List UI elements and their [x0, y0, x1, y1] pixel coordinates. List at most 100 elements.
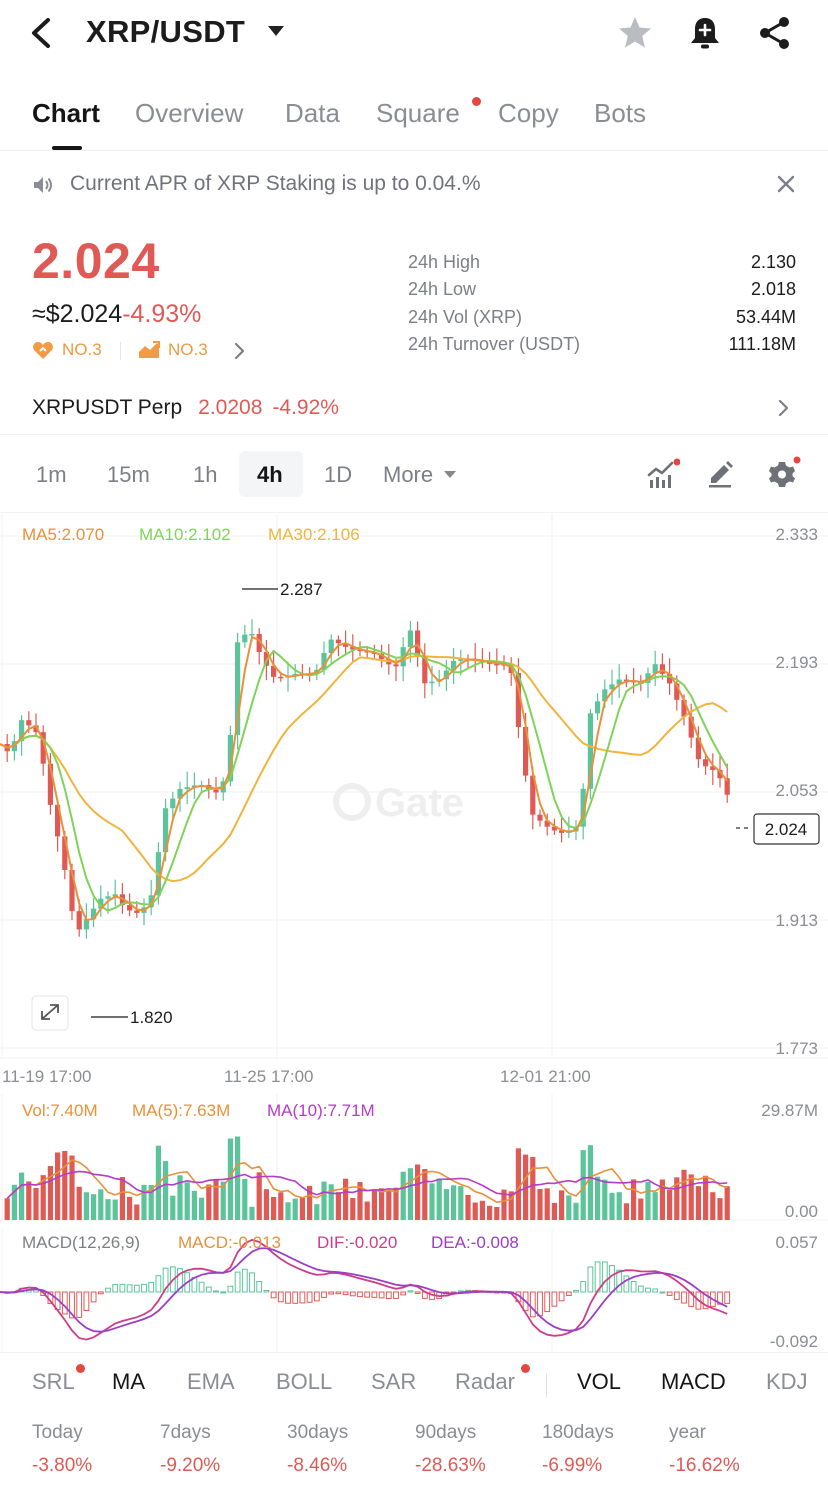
notification-dot	[76, 1364, 85, 1373]
volume-bar	[566, 1195, 572, 1220]
indicator-vol[interactable]: VOL	[577, 1369, 622, 1394]
volume-bar	[299, 1198, 305, 1220]
price-alert-bell-icon[interactable]	[686, 14, 724, 52]
volume-bar	[422, 1168, 428, 1220]
draw-pencil-icon[interactable]	[706, 458, 736, 488]
favorite-star-icon[interactable]	[616, 14, 654, 52]
macd-histogram	[4, 1261, 731, 1319]
high-label: 2.287	[280, 580, 323, 599]
candlestick-chart[interactable]: Gate MA5:2.070 MA10:2.102 MA30:2.106 2.3…	[0, 514, 828, 1094]
candle-body	[98, 898, 104, 909]
chevron-right-icon[interactable]	[232, 342, 246, 360]
macd-bar	[645, 1287, 651, 1293]
volume-bar	[508, 1191, 514, 1220]
volume-bar	[472, 1202, 478, 1220]
macd-bar	[126, 1284, 133, 1293]
volume-bar	[307, 1185, 313, 1220]
indicators-icon[interactable]	[646, 458, 681, 490]
volume-bar	[530, 1156, 536, 1220]
indicator-kdj[interactable]: KDJ	[766, 1369, 808, 1394]
macd-title: MACD(12,26,9)	[22, 1233, 140, 1252]
tab-overview[interactable]: Overview	[135, 98, 244, 128]
volume-chart[interactable]: Vol:7.40M MA(5):7.63M MA(10):7.71M 29.87…	[0, 1094, 828, 1228]
dea-line	[0, 1247, 728, 1333]
candle-body	[710, 766, 716, 770]
rank-badge-2[interactable]: NO.3	[138, 340, 208, 360]
chevron-right-icon[interactable]	[776, 398, 790, 418]
back-arrow-icon[interactable]	[26, 14, 60, 52]
macd-bar	[709, 1291, 716, 1307]
vol-ma5-legend: MA(5):7.63M	[132, 1101, 230, 1120]
pair-title[interactable]: XRP/USDT	[86, 14, 246, 49]
caret-down-icon[interactable]	[444, 471, 456, 478]
macd-bar	[119, 1283, 126, 1293]
volume-bar	[494, 1206, 500, 1220]
timeframe-1h[interactable]: 1h	[193, 462, 218, 487]
timeframe-4h[interactable]: 4h	[257, 462, 283, 487]
timeframe-1m[interactable]: 1m	[36, 462, 67, 487]
candle-body	[350, 646, 356, 650]
macd-bar	[184, 1272, 191, 1293]
candle-body	[681, 699, 687, 717]
indicator-boll[interactable]: BOLL	[276, 1369, 333, 1394]
volume-bar	[314, 1204, 320, 1220]
ma10-line	[0, 646, 729, 912]
candle-body	[127, 905, 133, 911]
tab-square[interactable]: Square	[376, 98, 460, 128]
tab-bots[interactable]: Bots	[594, 98, 647, 128]
tab-copy[interactable]: Copy	[498, 98, 559, 128]
macd-bar	[580, 1281, 587, 1293]
indicator-sar[interactable]: SAR	[371, 1369, 417, 1394]
grid	[1, 1228, 553, 1352]
indicator-macd[interactable]: MACD	[661, 1369, 726, 1394]
candle-body	[170, 798, 176, 809]
rank-badge-1[interactable]: NO.3	[32, 340, 102, 360]
timeframe-more[interactable]: More	[383, 462, 434, 487]
timeframe-15m[interactable]: 15m	[107, 462, 150, 487]
close-icon[interactable]	[774, 172, 798, 196]
candle-body	[33, 725, 39, 733]
share-icon[interactable]	[756, 14, 794, 52]
macd-bar	[630, 1281, 637, 1293]
macd-bar	[688, 1291, 695, 1307]
perp-row[interactable]: XRPUSDT Perp 2.0208 -4.92%	[32, 396, 339, 420]
candle-body	[393, 664, 399, 667]
divider	[120, 342, 121, 360]
tab-data[interactable]: Data	[285, 98, 340, 128]
candle-body	[62, 836, 68, 870]
candle-body	[184, 787, 190, 789]
vol-top-tick: 29.87M	[761, 1101, 818, 1120]
macd-bar	[400, 1291, 407, 1296]
candle-body	[249, 634, 255, 636]
volume-bar	[11, 1184, 17, 1220]
volume-bar	[537, 1189, 543, 1220]
gear-icon[interactable]	[766, 456, 802, 490]
macd-bar	[227, 1285, 234, 1293]
macd-bar	[112, 1284, 119, 1293]
pair-dropdown-caret-icon[interactable]	[268, 26, 284, 36]
candle-body	[91, 908, 97, 920]
volume-bar	[242, 1178, 248, 1220]
volume-bar	[371, 1189, 377, 1220]
indicator-ma[interactable]: MA	[112, 1369, 145, 1394]
macd-bar	[522, 1291, 529, 1312]
candle-body	[227, 735, 233, 782]
candle-body	[213, 789, 219, 793]
macd-chart[interactable]: MACD(12,26,9) MACD:-0.013 DIF:-0.020 DEA…	[0, 1228, 828, 1352]
ma10-legend: MA10:2.102	[139, 525, 231, 544]
low-label: 1.820	[130, 1008, 173, 1027]
candle-body	[407, 630, 413, 648]
stat-label-turnover: 24h Turnover (USDT)	[408, 334, 581, 354]
timeframe-1d[interactable]: 1D	[324, 462, 353, 487]
macd-top-tick: 0.057	[775, 1233, 818, 1252]
candle-body	[177, 789, 183, 799]
divider	[0, 1352, 828, 1353]
notice-text[interactable]: Current APR of XRP Staking is up to 0.04…	[70, 172, 481, 195]
indicator-radar[interactable]: Radar	[455, 1369, 515, 1394]
fullscreen-icon[interactable]	[31, 995, 69, 1031]
candle-body	[645, 673, 651, 683]
indicator-ema[interactable]: EMA	[187, 1369, 235, 1394]
indicator-srl[interactable]: SRL	[32, 1369, 75, 1394]
tab-chart[interactable]: Chart	[32, 98, 100, 128]
volume-bar	[609, 1192, 615, 1220]
